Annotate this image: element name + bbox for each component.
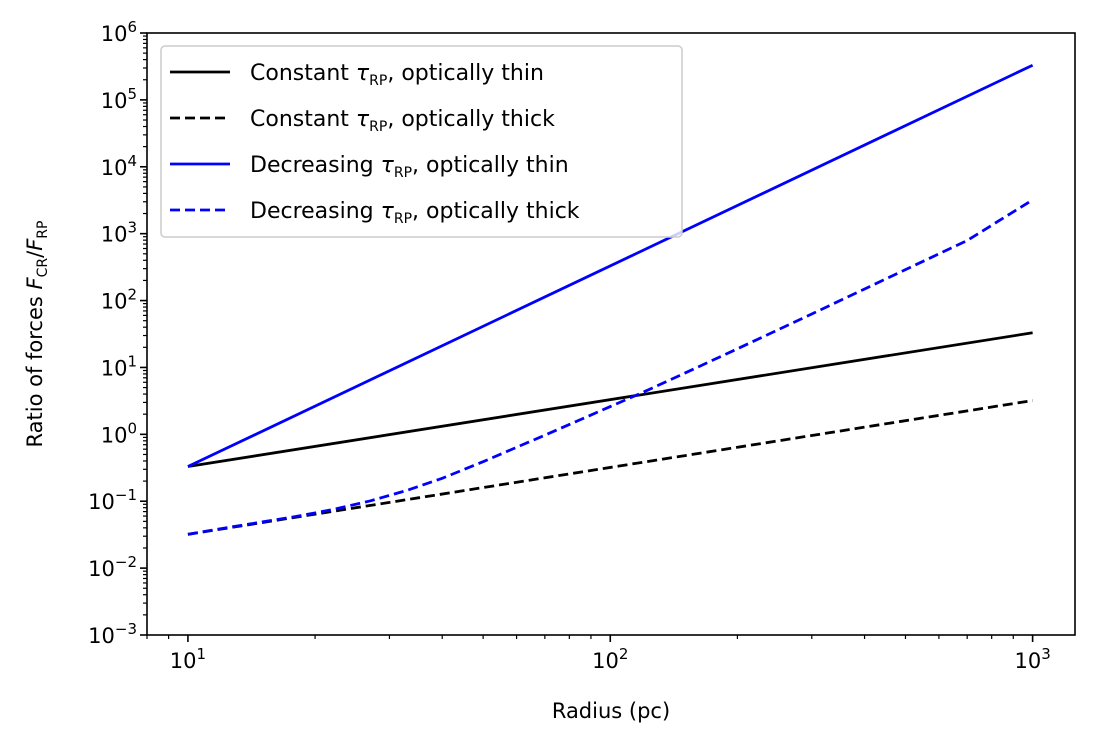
series-layer (187, 63, 1034, 536)
y-tick-label: 10−3 (88, 620, 137, 648)
legend-entry: Constant τRP, optically thick (170, 107, 555, 135)
legend-entry: Decreasing τRP, optically thin (170, 153, 569, 181)
legend-entry: Decreasing τRP, optically thick (170, 199, 580, 227)
legend-frame (160, 45, 683, 238)
series-line (187, 399, 1033, 536)
y-tick-label: 105 (101, 85, 137, 113)
y-tick-label: 104 (101, 152, 137, 180)
legend-label: Decreasing τRP, optically thin (250, 153, 569, 181)
series-line (187, 198, 1034, 536)
legend-label: Decreasing τRP, optically thick (250, 199, 580, 227)
y-tick-label: 100 (101, 419, 137, 447)
y-tick-label: 106 (101, 18, 137, 46)
legend: Constant τRP, optically thin Constant τR… (160, 45, 683, 238)
series-line (187, 63, 1034, 468)
x-axis-label: Radius (pc) (552, 699, 670, 723)
y-tick-label: 102 (101, 286, 137, 314)
legend-label: Constant τRP, optically thin (250, 61, 544, 89)
y-tick-label: 101 (101, 352, 137, 380)
y-axis-label: Ratio of forces FCR/FRP (23, 221, 51, 448)
legend-entry: Constant τRP, optically thin (170, 61, 544, 89)
series-line (187, 331, 1033, 468)
x-tick-label: 101 (170, 645, 206, 673)
x-tick-label: 102 (592, 645, 628, 673)
legend-label: Constant τRP, optically thick (250, 107, 555, 135)
y-tick-label: 10−1 (88, 486, 137, 514)
y-tick-label: 103 (101, 219, 137, 247)
y-tick-label: 10−2 (88, 553, 137, 581)
x-tick-label: 103 (1014, 645, 1050, 673)
y-ticks: 10−3 10−2 10−1 100 101 102 103 104 105 106 (88, 18, 147, 648)
x-ticks: 101 102 103 (146, 635, 1051, 673)
